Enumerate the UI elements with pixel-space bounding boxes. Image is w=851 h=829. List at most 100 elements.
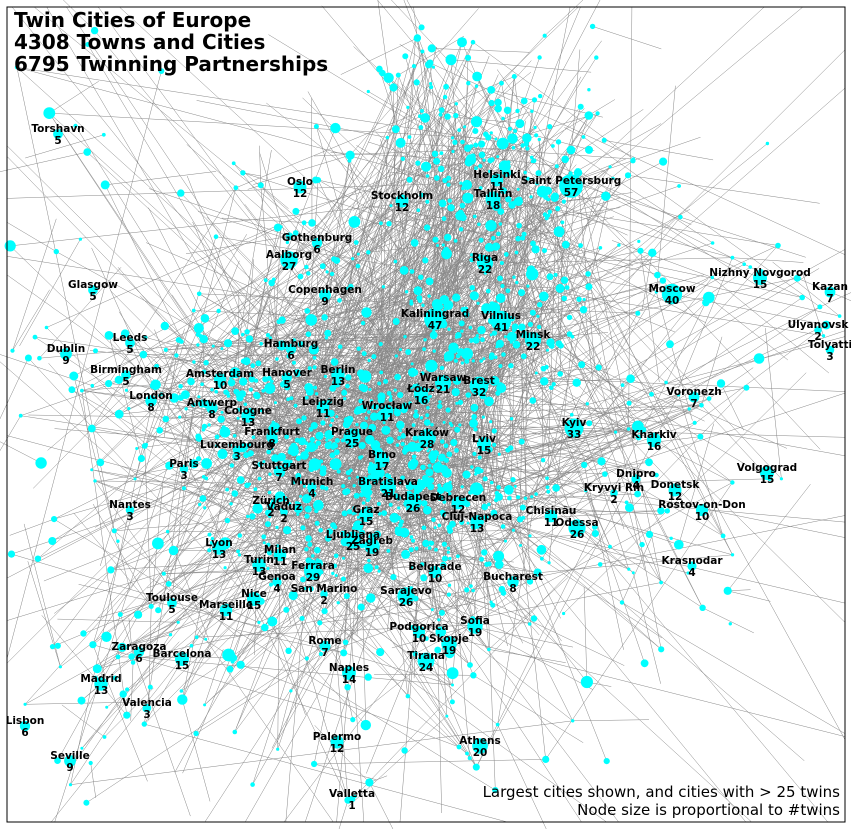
minor-node: [546, 197, 551, 202]
city-twins: 26: [570, 529, 585, 541]
edge: [273, 123, 417, 280]
city-name: Tolyatti: [808, 339, 851, 351]
minor-node: [431, 517, 436, 523]
minor-node: [379, 370, 384, 375]
minor-node: [664, 508, 670, 514]
minor-node: [23, 702, 27, 706]
minor-node: [266, 550, 273, 556]
edge: [306, 87, 432, 451]
minor-node: [387, 439, 392, 444]
edge: [204, 453, 252, 509]
edge: [19, 239, 81, 347]
city-twins: 7: [826, 293, 833, 305]
city-twins: 3: [233, 451, 240, 463]
minor-node: [458, 227, 464, 232]
minor-node: [306, 271, 311, 276]
edge: [158, 419, 348, 606]
edge: [490, 601, 625, 666]
minor-node: [80, 388, 84, 393]
minor-node: [37, 355, 42, 361]
minor-node: [470, 253, 474, 257]
minor-node: [422, 475, 429, 482]
edge: [461, 292, 593, 332]
minor-node: [435, 626, 447, 638]
edge: [199, 293, 638, 314]
city-name: Barcelona: [153, 648, 212, 660]
minor-node: [253, 487, 258, 492]
minor-node: [373, 530, 381, 538]
minor-node: [430, 608, 434, 612]
minor-node: [456, 554, 460, 559]
edge: [564, 127, 584, 138]
city-name: Madrid: [80, 673, 121, 685]
city-name: Prague: [331, 426, 373, 438]
minor-node: [294, 437, 300, 443]
edge: [148, 207, 206, 319]
city-name: Valletta: [329, 788, 375, 800]
minor-node: [347, 158, 352, 163]
minor-node: [128, 653, 135, 660]
city-name: Chisinău: [526, 505, 577, 517]
minor-node: [105, 380, 113, 388]
edge: [476, 488, 846, 523]
edge: [235, 579, 304, 729]
minor-node: [416, 208, 421, 212]
minor-node: [439, 609, 445, 616]
edge: [211, 445, 236, 494]
city-node: [490, 173, 504, 187]
minor-node: [252, 503, 263, 514]
minor-node: [657, 507, 665, 515]
edge: [317, 179, 540, 305]
minor-node: [163, 347, 168, 352]
edge: [314, 725, 370, 783]
minor-node: [414, 409, 418, 414]
minor-node: [440, 439, 445, 444]
minor-node: [434, 646, 442, 654]
minor-node: [500, 386, 504, 390]
minor-node: [411, 369, 419, 376]
minor-node: [742, 262, 746, 267]
minor-node: [482, 357, 486, 361]
minor-node: [397, 391, 404, 399]
minor-node: [359, 542, 365, 549]
edge: [293, 595, 607, 823]
city-name: Budapest: [385, 491, 441, 503]
minor-node: [273, 454, 278, 458]
minor-node: [490, 602, 496, 608]
edge: [443, 244, 462, 523]
minor-node: [441, 541, 447, 547]
minor-node: [472, 451, 477, 456]
city-twins: 32: [472, 387, 487, 399]
edge: [765, 328, 782, 479]
minor-node: [196, 343, 200, 347]
edge: [520, 510, 661, 520]
minor-node: [446, 550, 450, 554]
city-name: Brest: [463, 375, 495, 387]
minor-node: [484, 396, 494, 407]
city-twins: 15: [247, 600, 262, 612]
minor-node: [817, 304, 823, 310]
minor-node: [266, 375, 272, 381]
city-name: Debrecen: [430, 492, 486, 504]
minor-node: [462, 470, 471, 479]
minor-node: [511, 74, 517, 79]
minor-node: [445, 407, 451, 413]
edge: [117, 267, 229, 397]
minor-node: [292, 207, 300, 215]
edge: [296, 502, 298, 593]
minor-node: [283, 526, 292, 535]
edge: [532, 273, 675, 333]
minor-node: [348, 283, 354, 290]
edge: [92, 503, 152, 607]
minor-node: [413, 79, 420, 86]
minor-node: [505, 196, 512, 203]
minor-node: [229, 376, 233, 380]
edge: [266, 291, 307, 387]
edge: [274, 142, 401, 441]
minor-node: [589, 23, 596, 30]
city-node: [397, 587, 415, 605]
edge: [409, 347, 467, 362]
minor-node: [312, 365, 317, 370]
edge: [118, 379, 532, 497]
edge: [12, 289, 50, 351]
